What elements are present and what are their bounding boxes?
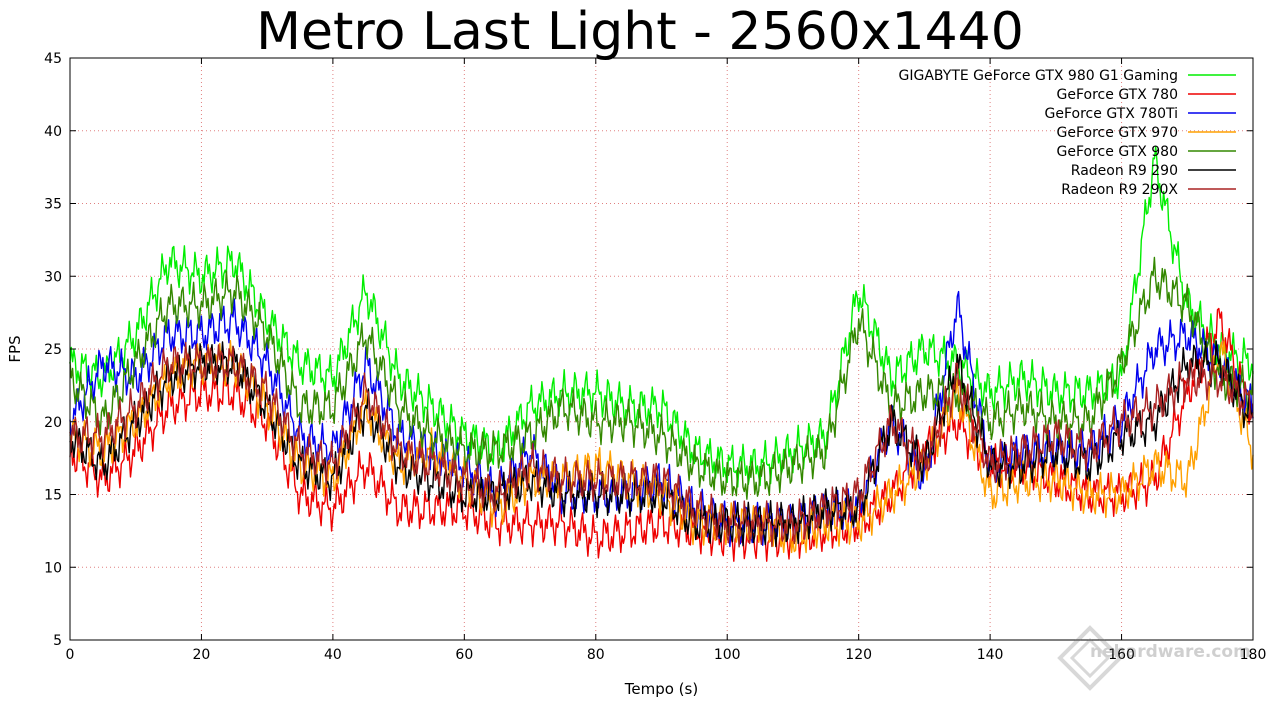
legend-label: Radeon R9 290X <box>1061 182 1178 198</box>
x-tick-label: 0 <box>66 647 75 663</box>
legend-label: GeForce GTX 970 <box>1057 125 1178 141</box>
y-tick-label: 40 <box>44 124 62 140</box>
x-tick-label: 180 <box>1240 647 1267 663</box>
y-tick-label: 30 <box>44 269 62 285</box>
grid <box>70 58 1253 640</box>
x-tick-label: 80 <box>587 647 605 663</box>
watermark-domain: hardware.com <box>1113 642 1251 662</box>
y-tick-label: 15 <box>44 488 62 504</box>
x-tick-label: 140 <box>977 647 1004 663</box>
x-tick-label: 40 <box>324 647 342 663</box>
x-tick-label: 100 <box>714 647 741 663</box>
series-line-7 <box>69 341 1254 548</box>
x-tick-label: 20 <box>193 647 211 663</box>
legend-label: GeForce GTX 980 <box>1057 144 1178 160</box>
watermark-text: nehardware.com <box>1090 642 1251 662</box>
y-tick-label: 10 <box>44 560 62 576</box>
x-tick-label: 60 <box>455 647 473 663</box>
y-tick-label: 25 <box>44 342 62 358</box>
series-lines <box>69 145 1254 562</box>
y-tick-label: 20 <box>44 415 62 431</box>
legend-label: GeForce GTX 780 <box>1057 87 1178 103</box>
legend-label: Radeon R9 290 <box>1071 163 1178 179</box>
series-line-2 <box>69 307 1254 562</box>
series-line-5 <box>69 256 1254 500</box>
watermark-logo: nehardware.com <box>1050 618 1270 698</box>
chart-title: Metro Last Light - 2560x1440 <box>256 2 1024 62</box>
x-tick-label: 160 <box>1108 647 1135 663</box>
watermark-emblem-icon <box>1057 625 1123 691</box>
legend: GIGABYTE GeForce GTX 980 G1 Gaming GeForc… <box>899 68 1236 198</box>
legend-label: GIGABYTE GeForce GTX 980 G1 Gaming <box>899 68 1178 84</box>
y-tick-label: 35 <box>44 197 62 213</box>
y-axis-label: FPS <box>6 335 24 362</box>
x-axis-label: Tempo (s) <box>624 680 698 698</box>
x-tick-label: 120 <box>845 647 872 663</box>
legend-label: GeForce GTX 780Ti <box>1045 106 1178 122</box>
y-tick-label: 5 <box>53 633 62 649</box>
watermark-letters: ne <box>1090 642 1114 662</box>
axis-ticks: 0 20 40 60 80 100 120 140 160 180 5 10 15 20 25 30 35 40 4… <box>44 51 1266 663</box>
y-tick-label: 45 <box>44 51 62 67</box>
